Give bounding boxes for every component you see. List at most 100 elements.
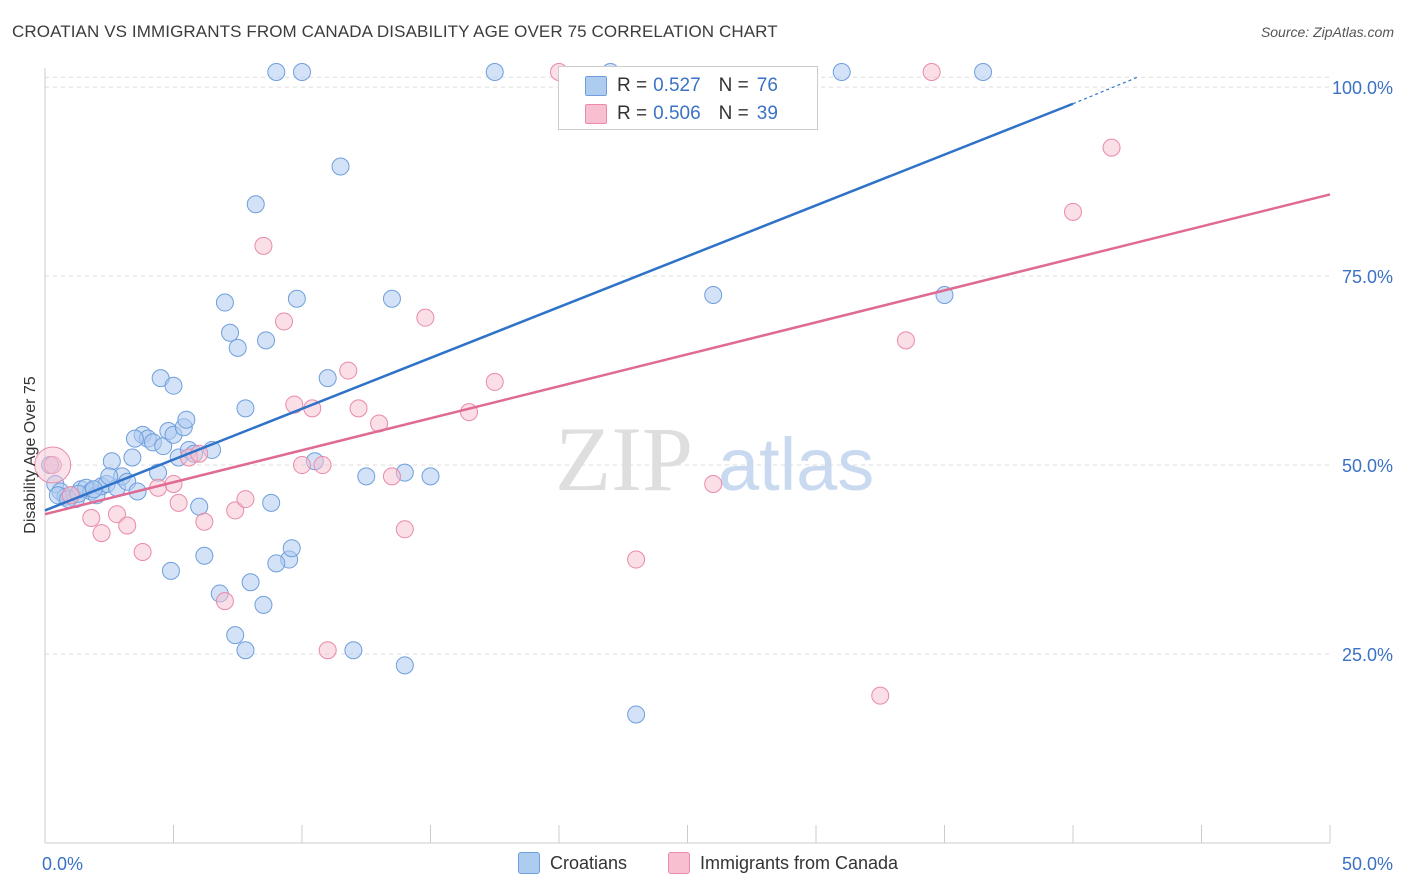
data-point-croatians bbox=[215, 293, 234, 312]
data-point-croatians bbox=[257, 331, 276, 350]
tick-labels: 25.0% 50.0% 75.0% 100.0% 0.0% 50.0% bbox=[42, 78, 1393, 874]
trend-line-immigrants bbox=[44, 193, 1331, 516]
source-label: Source: ZipAtlas.com bbox=[1260, 24, 1394, 40]
data-point-croatians bbox=[228, 338, 247, 357]
data-point-croatians bbox=[395, 656, 414, 675]
data-point-immigrants bbox=[254, 236, 273, 255]
data-point-immigrants bbox=[627, 550, 646, 569]
legend-n-value: 76 bbox=[756, 75, 778, 96]
data-point-croatians bbox=[221, 323, 240, 342]
data-point-croatians bbox=[832, 63, 851, 81]
data-point-immigrants bbox=[82, 508, 101, 527]
data-point-croatians bbox=[287, 289, 306, 308]
data-point-croatians bbox=[236, 641, 255, 660]
bottom-legend-immigrants: Immigrants from Canada bbox=[668, 852, 898, 874]
legend-n-value: 39 bbox=[756, 103, 778, 124]
y-tick-label: 100.0% bbox=[1332, 78, 1393, 98]
bottom-legend-swatch-blue bbox=[518, 852, 540, 874]
data-point-croatians bbox=[421, 467, 440, 486]
bottom-legend-label: Croatians bbox=[550, 852, 628, 873]
y-tick-label: 75.0% bbox=[1342, 267, 1393, 287]
bottom-legend-swatch-pink bbox=[668, 852, 690, 874]
watermark-atlas: atlas bbox=[718, 423, 874, 506]
data-point-croatians bbox=[102, 452, 121, 471]
data-point-immigrants bbox=[1064, 202, 1082, 221]
grid-lines bbox=[45, 76, 1330, 655]
data-point-croatians bbox=[246, 195, 265, 214]
data-point-immigrants bbox=[704, 474, 723, 493]
legend-r-value: 0.506 bbox=[653, 103, 701, 124]
data-point-croatians bbox=[262, 493, 281, 512]
data-point-croatians bbox=[226, 626, 245, 645]
data-point-croatians bbox=[125, 429, 144, 448]
data-point-croatians bbox=[241, 573, 260, 592]
data-point-immigrants bbox=[169, 493, 188, 512]
data-point-croatians bbox=[331, 157, 350, 176]
y-tick-label: 50.0% bbox=[1342, 456, 1393, 476]
legend-n-label: N = bbox=[718, 103, 749, 124]
legend-swatch-pink bbox=[585, 104, 607, 124]
legend-r-value: 0.527 bbox=[653, 75, 701, 96]
x-tick-label: 0.0% bbox=[42, 854, 83, 874]
data-point-immigrants bbox=[118, 516, 137, 535]
data-point-croatians bbox=[161, 561, 180, 580]
y-axis-label: Disability Age Over 75 bbox=[22, 376, 39, 534]
data-point-croatians bbox=[293, 63, 311, 81]
data-point-immigrants bbox=[226, 501, 245, 520]
data-point-immigrants-large bbox=[34, 446, 72, 484]
data-point-immigrants bbox=[275, 312, 294, 331]
data-point-croatians bbox=[357, 467, 376, 486]
data-point-croatians bbox=[123, 448, 142, 467]
data-point-immigrants bbox=[107, 505, 126, 524]
bottom-legend-label: Immigrants from Canada bbox=[700, 852, 899, 873]
data-point-immigrants bbox=[485, 372, 504, 391]
legend-n-label: N = bbox=[718, 75, 749, 96]
data-point-immigrants bbox=[871, 686, 890, 705]
data-point-immigrants bbox=[339, 361, 358, 380]
data-point-croatians bbox=[164, 376, 183, 395]
series-croatians bbox=[41, 63, 993, 724]
data-point-croatians bbox=[974, 63, 993, 81]
data-point-croatians bbox=[344, 641, 363, 660]
data-point-croatians bbox=[267, 63, 286, 81]
data-point-immigrants bbox=[236, 490, 255, 509]
data-point-croatians bbox=[177, 410, 196, 429]
data-point-immigrants bbox=[395, 520, 414, 539]
data-point-croatians bbox=[236, 399, 255, 418]
series-immigrants-from-canada bbox=[34, 63, 1121, 705]
data-point-immigrants bbox=[922, 63, 941, 81]
data-point-croatians bbox=[254, 595, 273, 614]
legend-row-croatians: R = 0.527 N = 76 bbox=[585, 73, 778, 99]
data-point-croatians bbox=[318, 369, 337, 388]
axes bbox=[44, 68, 1331, 844]
data-point-immigrants bbox=[293, 456, 311, 475]
x-tick-label: 50.0% bbox=[1342, 854, 1393, 874]
trend-lines bbox=[44, 76, 1331, 516]
data-point-immigrants bbox=[318, 641, 337, 660]
legend-row-immigrants: R = 0.506 N = 39 bbox=[585, 101, 778, 127]
legend-r-label: R = bbox=[617, 75, 648, 96]
bottom-legend-croatians: Croatians bbox=[518, 852, 627, 874]
data-point-croatians bbox=[485, 63, 504, 81]
data-point-croatians bbox=[195, 546, 214, 565]
data-point-croatians bbox=[190, 497, 209, 516]
data-point-croatians bbox=[282, 539, 301, 558]
legend: R = 0.527 N = 76 R = 0.506 N = 39 bbox=[558, 66, 818, 130]
data-point-croatians bbox=[627, 705, 646, 724]
watermark: ZIP atlas bbox=[555, 408, 874, 510]
data-point-immigrants bbox=[195, 512, 214, 531]
y-tick-label: 25.0% bbox=[1342, 645, 1393, 665]
legend-r-label: R = bbox=[617, 103, 648, 124]
data-point-immigrants bbox=[349, 399, 368, 418]
chart-title: CROATIAN VS IMMIGRANTS FROM CANADA DISAB… bbox=[12, 22, 778, 41]
data-point-immigrants bbox=[43, 456, 62, 475]
data-point-immigrants bbox=[92, 524, 111, 543]
data-point-immigrants bbox=[215, 592, 234, 611]
data-point-immigrants bbox=[133, 542, 152, 561]
trend-line-croatians bbox=[44, 102, 1074, 512]
data-point-immigrants bbox=[416, 308, 435, 327]
data-point-immigrants bbox=[382, 467, 401, 486]
watermark-zip: ZIP bbox=[555, 408, 693, 510]
data-point-croatians bbox=[267, 554, 286, 573]
